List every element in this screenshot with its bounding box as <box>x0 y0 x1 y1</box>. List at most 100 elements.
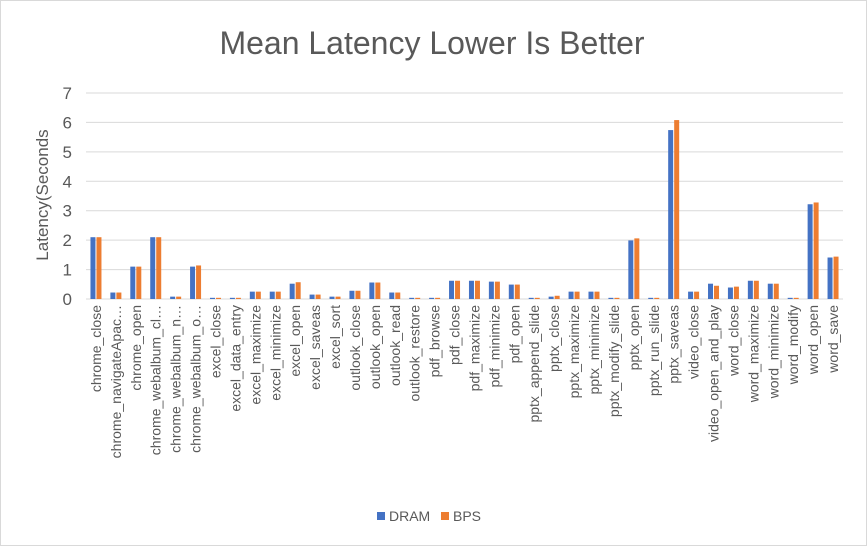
bar-dram-word_save <box>827 257 833 299</box>
x-tick-label: word_open <box>805 305 821 375</box>
x-tick-label: pdf_maximize <box>466 305 482 392</box>
bar-bps-pptx_modify_slide <box>614 297 620 299</box>
bar-dram-chrome_close <box>90 237 96 299</box>
x-tick-label: outlook_read <box>387 305 403 386</box>
bar-dram-excel_maximize <box>249 291 255 299</box>
bar-bps-outlook_read <box>395 292 401 299</box>
y-tick-label: 1 <box>63 261 72 280</box>
bar-bps-pptx_minimize <box>594 291 600 299</box>
x-tick-label: word_close <box>725 305 741 377</box>
bar-bps-pdf_browse <box>435 297 441 299</box>
bar-bps-chrome_open <box>136 266 142 299</box>
x-tick-label: pptx_append_slide <box>526 305 542 423</box>
bar-bps-pptx_close <box>554 295 560 299</box>
x-tick-label: excel_data_entry <box>227 305 243 412</box>
bar-dram-pptx_run_slide <box>648 297 654 299</box>
x-tick-label: video_open_and_play <box>706 305 722 442</box>
y-tick-label: 5 <box>63 143 72 162</box>
bar-bps-outlook_close <box>355 290 361 299</box>
bar-dram-word_minimize <box>767 283 773 299</box>
bar-bps-word_modify <box>793 297 799 299</box>
bar-dram-pptx_minimize <box>588 291 594 299</box>
x-tick-label: outlook_close <box>347 305 363 391</box>
y-tick-label: 4 <box>63 172 72 191</box>
bar-dram-pdf_minimize <box>488 281 494 299</box>
bar-bps-pptx_append_slide <box>534 297 540 299</box>
x-tick-label: word_maximize <box>745 305 761 403</box>
bar-dram-excel_data_entry <box>229 297 235 299</box>
x-tick-label: pdf_browse <box>427 305 443 378</box>
x-tick-label: word_save <box>825 305 841 374</box>
bar-dram-pptx_close <box>548 296 554 299</box>
bar-dram-word_modify <box>787 297 793 299</box>
bar-dram-outlook_close <box>349 290 355 299</box>
bar-dram-chrome_webalbum_cl… <box>150 237 156 299</box>
bar-dram-chrome_open <box>130 266 136 299</box>
x-tick-label: excel_open <box>287 305 303 377</box>
bar-bps-video_open_and_play <box>714 285 720 299</box>
x-tick-label: pdf_open <box>506 305 522 363</box>
bar-bps-excel_maximize <box>255 291 261 299</box>
bar-bps-word_minimize <box>773 283 779 299</box>
x-tick-label: chrome_open <box>128 305 144 391</box>
x-tick-label: pptx_maximize <box>566 305 582 399</box>
bar-dram-chrome_webalbum_o… <box>190 266 196 299</box>
x-tick-label: pdf_close <box>447 305 463 365</box>
y-tick-label: 7 <box>63 84 72 103</box>
x-tick-label: pptx_run_slide <box>646 305 662 396</box>
bar-bps-pdf_open <box>514 284 520 299</box>
bar-dram-excel_close <box>209 297 215 299</box>
x-tick-label: excel_sort <box>327 305 343 369</box>
bar-dram-outlook_restore <box>409 297 415 299</box>
bar-dram-chrome_webalbum_n… <box>170 296 176 299</box>
bar-bps-pptx_open <box>634 238 640 299</box>
x-tick-label: pptx_modify_slide <box>606 305 622 417</box>
bar-bps-chrome_navigateApac… <box>116 292 122 299</box>
x-tick-label: pptx_open <box>626 305 642 370</box>
x-tick-label: chrome_webalbum_cl… <box>148 305 164 455</box>
x-tick-label: chrome_webalbum_n… <box>168 305 184 453</box>
bar-dram-excel_minimize <box>269 291 275 299</box>
bar-bps-pdf_close <box>455 280 461 299</box>
bar-bps-excel_minimize <box>275 291 281 299</box>
bar-dram-pptx_maximize <box>568 291 574 299</box>
x-tick-label: chrome_webalbum_o… <box>188 305 204 453</box>
bar-bps-word_open <box>813 202 819 299</box>
bar-dram-outlook_open <box>369 282 375 299</box>
x-tick-label: outlook_open <box>367 305 383 389</box>
y-tick-label: 0 <box>63 290 72 309</box>
x-tick-label: excel_minimize <box>267 305 283 401</box>
bar-dram-excel_open <box>289 283 295 299</box>
bar-dram-pdf_maximize <box>468 280 474 299</box>
legend-label-bps: BPS <box>453 508 481 524</box>
x-tick-label: pptx_saveas <box>666 305 682 384</box>
bar-dram-pdf_close <box>449 280 455 299</box>
x-tick-label: outlook_restore <box>407 305 423 402</box>
bar-bps-chrome_webalbum_cl… <box>156 237 162 299</box>
bar-dram-word_close <box>727 287 733 299</box>
bar-bps-outlook_restore <box>415 297 421 299</box>
bar-bps-excel_saveas <box>315 294 321 299</box>
y-axis-label: Latency(Seconds <box>33 129 52 260</box>
bar-dram-pptx_modify_slide <box>608 297 614 299</box>
x-tick-label: word_modify <box>785 305 801 385</box>
x-tick-label: excel_close <box>207 305 223 378</box>
bar-bps-outlook_open <box>375 282 381 299</box>
y-tick-label: 6 <box>63 113 72 132</box>
bar-dram-pdf_open <box>508 284 514 299</box>
chart-title: Mean Latency Lower Is Better <box>219 25 644 61</box>
x-tick-label: excel_maximize <box>247 305 263 405</box>
bar-bps-pdf_minimize <box>494 281 500 299</box>
x-tick-label: pdf_minimize <box>486 305 502 388</box>
x-tick-label: video_close <box>686 305 702 379</box>
bar-bps-word_maximize <box>753 280 759 299</box>
bar-dram-video_open_and_play <box>708 283 714 299</box>
x-tick-label: word_minimize <box>765 305 781 400</box>
bar-bps-excel_sort <box>335 296 341 299</box>
bar-bps-excel_data_entry <box>235 297 241 299</box>
y-tick-label: 2 <box>63 231 72 250</box>
bar-bps-pptx_maximize <box>574 291 580 299</box>
bar-dram-pptx_open <box>628 240 634 299</box>
legend-label-dram: DRAM <box>389 508 430 524</box>
